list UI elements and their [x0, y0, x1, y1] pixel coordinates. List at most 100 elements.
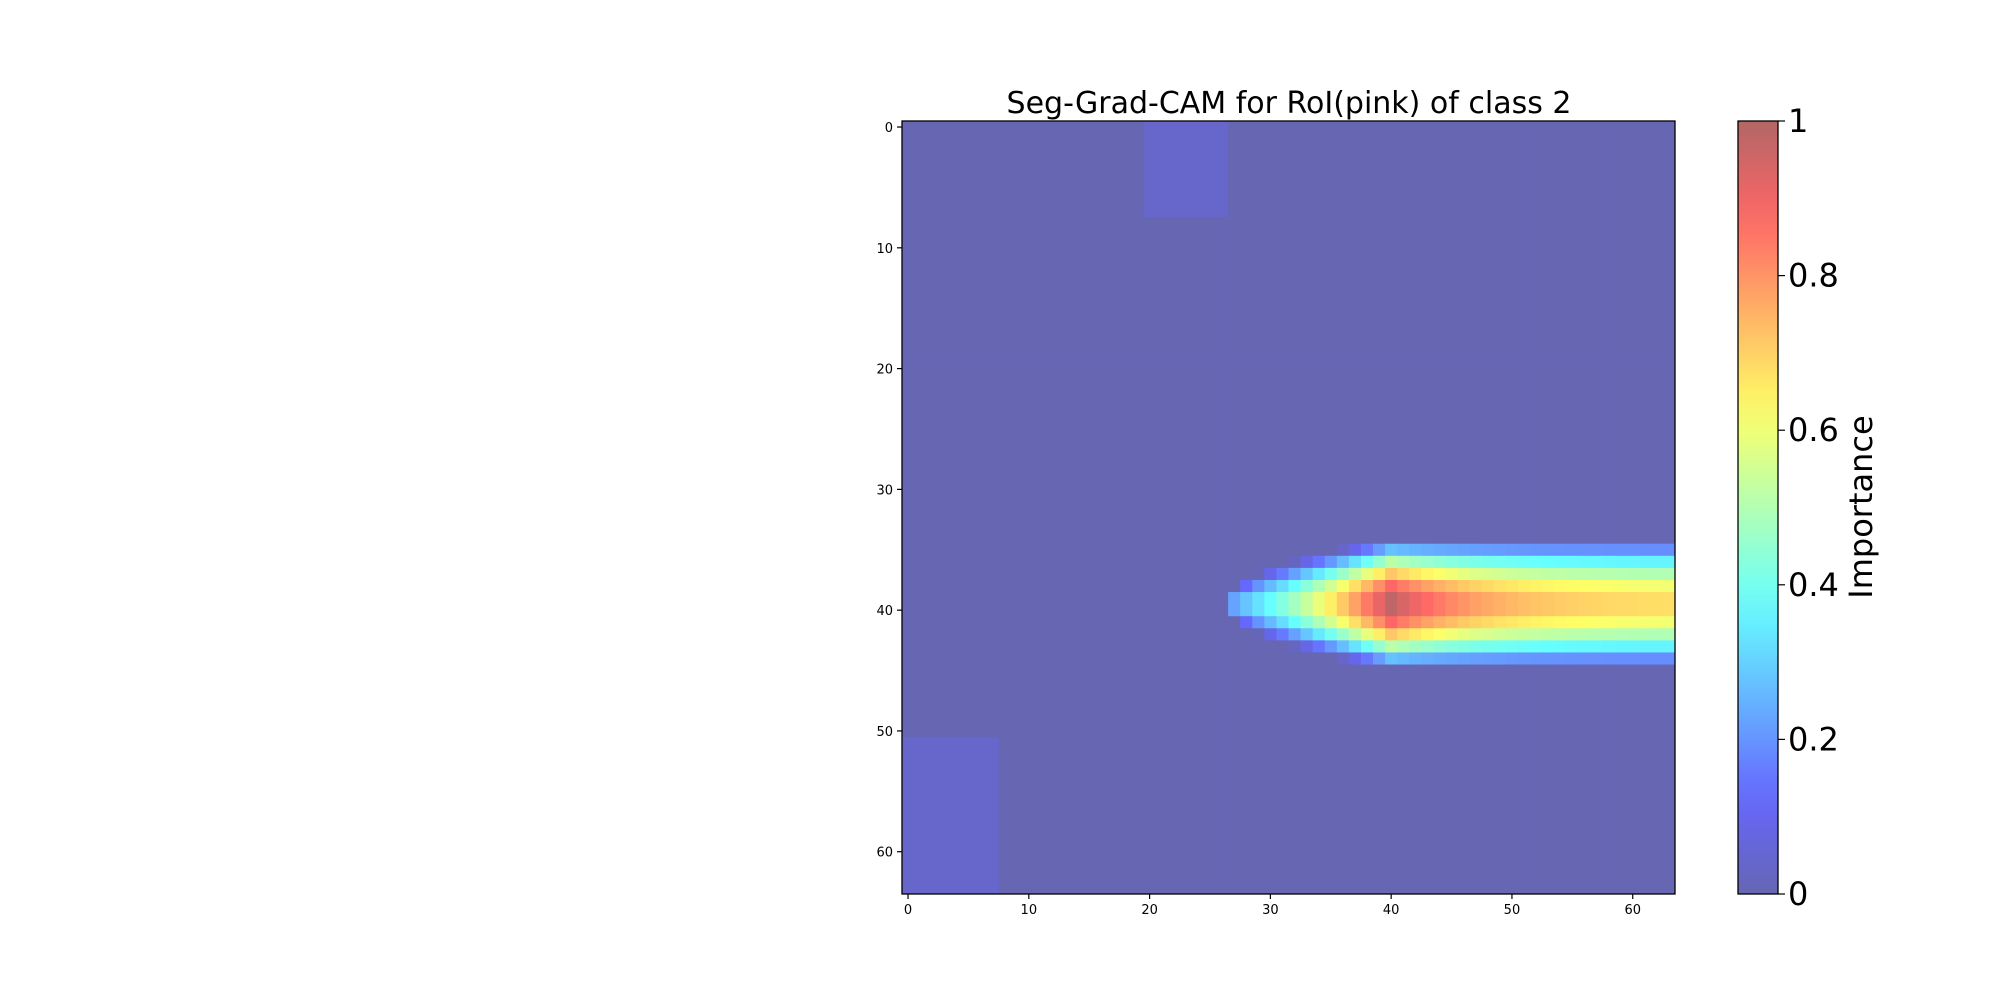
- heatmap-cell: [1493, 145, 1507, 158]
- heatmap-cell: [1530, 169, 1543, 182]
- heatmap-cell: [1143, 640, 1157, 653]
- heatmap-cell: [1046, 809, 1060, 822]
- heatmap-cell: [1276, 809, 1289, 822]
- heatmap-cell: [1155, 169, 1169, 182]
- x-tick-label: 40: [1383, 903, 1400, 918]
- heatmap-cell: [1276, 157, 1289, 170]
- heatmap-cell: [1626, 881, 1640, 895]
- heatmap-cell: [1602, 435, 1616, 448]
- heatmap-cell: [1493, 422, 1507, 436]
- heatmap-cell: [1457, 845, 1471, 859]
- heatmap-cell: [902, 169, 915, 182]
- heatmap-cell: [1385, 217, 1398, 231]
- heatmap-cell: [1614, 628, 1628, 641]
- heatmap-cell: [1264, 833, 1277, 847]
- heatmap-cell: [1046, 362, 1060, 376]
- heatmap-cell: [1650, 374, 1664, 388]
- heatmap-cell: [1578, 604, 1591, 617]
- heatmap-cell: [962, 736, 975, 750]
- heatmap-cell: [1228, 447, 1241, 460]
- heatmap-cell: [1252, 773, 1265, 786]
- heatmap-cell: [962, 447, 975, 460]
- heatmap-cell: [1059, 253, 1072, 267]
- heatmap-cell: [1167, 290, 1181, 303]
- heatmap-cell: [1155, 833, 1169, 847]
- heatmap-cell: [1433, 157, 1446, 170]
- heatmap-cell: [926, 241, 939, 255]
- heatmap-cell: [1530, 362, 1543, 376]
- heatmap-cell: [1566, 410, 1579, 424]
- heatmap-cell: [1191, 761, 1205, 774]
- heatmap-cell: [1445, 519, 1458, 533]
- heatmap-cell: [1650, 278, 1664, 291]
- heatmap-cell: [1095, 447, 1108, 460]
- heatmap-cell: [1614, 712, 1628, 726]
- heatmap-cell: [1602, 833, 1616, 847]
- heatmap-cell: [1409, 724, 1422, 738]
- heatmap-cell: [1481, 157, 1495, 170]
- heatmap-cell: [1216, 567, 1229, 581]
- heatmap-cell: [1566, 785, 1579, 798]
- heatmap-cell: [1179, 205, 1193, 219]
- heatmap-cell: [938, 857, 951, 871]
- heatmap-cell: [986, 157, 1000, 170]
- heatmap-cell: [926, 157, 939, 170]
- heatmap-cell: [902, 531, 915, 545]
- heatmap-cell: [1240, 773, 1253, 786]
- heatmap-cell: [1348, 229, 1362, 243]
- heatmap-cell: [1288, 495, 1301, 508]
- heatmap-cell: [1191, 181, 1205, 194]
- heatmap-cell: [1517, 821, 1531, 835]
- heatmap-cell: [1107, 869, 1120, 883]
- heatmap-cell: [1324, 724, 1338, 738]
- heatmap-cell: [1590, 736, 1603, 750]
- heatmap-cell: [1252, 507, 1265, 520]
- heatmap-cell: [1505, 495, 1519, 508]
- heatmap-cell: [1481, 833, 1495, 847]
- heatmap-cell: [1046, 265, 1060, 279]
- heatmap-cell: [1143, 712, 1157, 726]
- heatmap-cell: [1228, 217, 1241, 231]
- heatmap-cell: [1252, 302, 1265, 315]
- heatmap-cell: [1662, 700, 1676, 714]
- heatmap-cell: [1409, 483, 1422, 496]
- heatmap-cell: [1481, 616, 1495, 629]
- heatmap-cell: [1445, 326, 1458, 339]
- heatmap-cell: [1022, 773, 1036, 786]
- heatmap-cell: [1312, 193, 1326, 206]
- heatmap-cell: [1638, 531, 1652, 545]
- heatmap-cell: [1348, 193, 1362, 206]
- heatmap-cell: [1264, 314, 1277, 327]
- heatmap-cell: [1059, 688, 1072, 702]
- heatmap-cell: [974, 181, 987, 194]
- heatmap-cell: [1216, 374, 1229, 388]
- heatmap-cell: [1083, 314, 1096, 327]
- heatmap-cell: [1517, 604, 1531, 617]
- heatmap-cell: [1276, 350, 1289, 363]
- heatmap-cell: [1385, 447, 1398, 460]
- heatmap-cell: [1566, 761, 1579, 774]
- heatmap-cell: [1360, 302, 1374, 315]
- plot-frame: [901, 120, 1676, 895]
- heatmap-cell: [1469, 181, 1483, 194]
- heatmap-cell: [1071, 676, 1084, 690]
- heatmap-cell: [998, 604, 1012, 617]
- heatmap-cell: [1348, 652, 1362, 665]
- heatmap-cell: [1602, 362, 1616, 376]
- heatmap-cell: [1179, 773, 1193, 786]
- heatmap-cell: [1191, 145, 1205, 158]
- heatmap-cell: [926, 809, 939, 822]
- heatmap-cell: [1421, 592, 1434, 605]
- heatmap-cell: [1530, 410, 1543, 424]
- heatmap-cell: [1650, 797, 1664, 810]
- heatmap-cell: [1626, 302, 1640, 315]
- heatmap-cell: [974, 459, 987, 472]
- heatmap-cell: [914, 229, 927, 243]
- heatmap-cell: [1300, 169, 1314, 182]
- heatmap-cell: [1324, 398, 1338, 412]
- heatmap-cell: [1107, 749, 1120, 762]
- heatmap-cell: [1143, 592, 1157, 605]
- heatmap-cell: [1662, 785, 1676, 798]
- heatmap-cell: [1010, 700, 1024, 714]
- heatmap-cell: [998, 869, 1012, 883]
